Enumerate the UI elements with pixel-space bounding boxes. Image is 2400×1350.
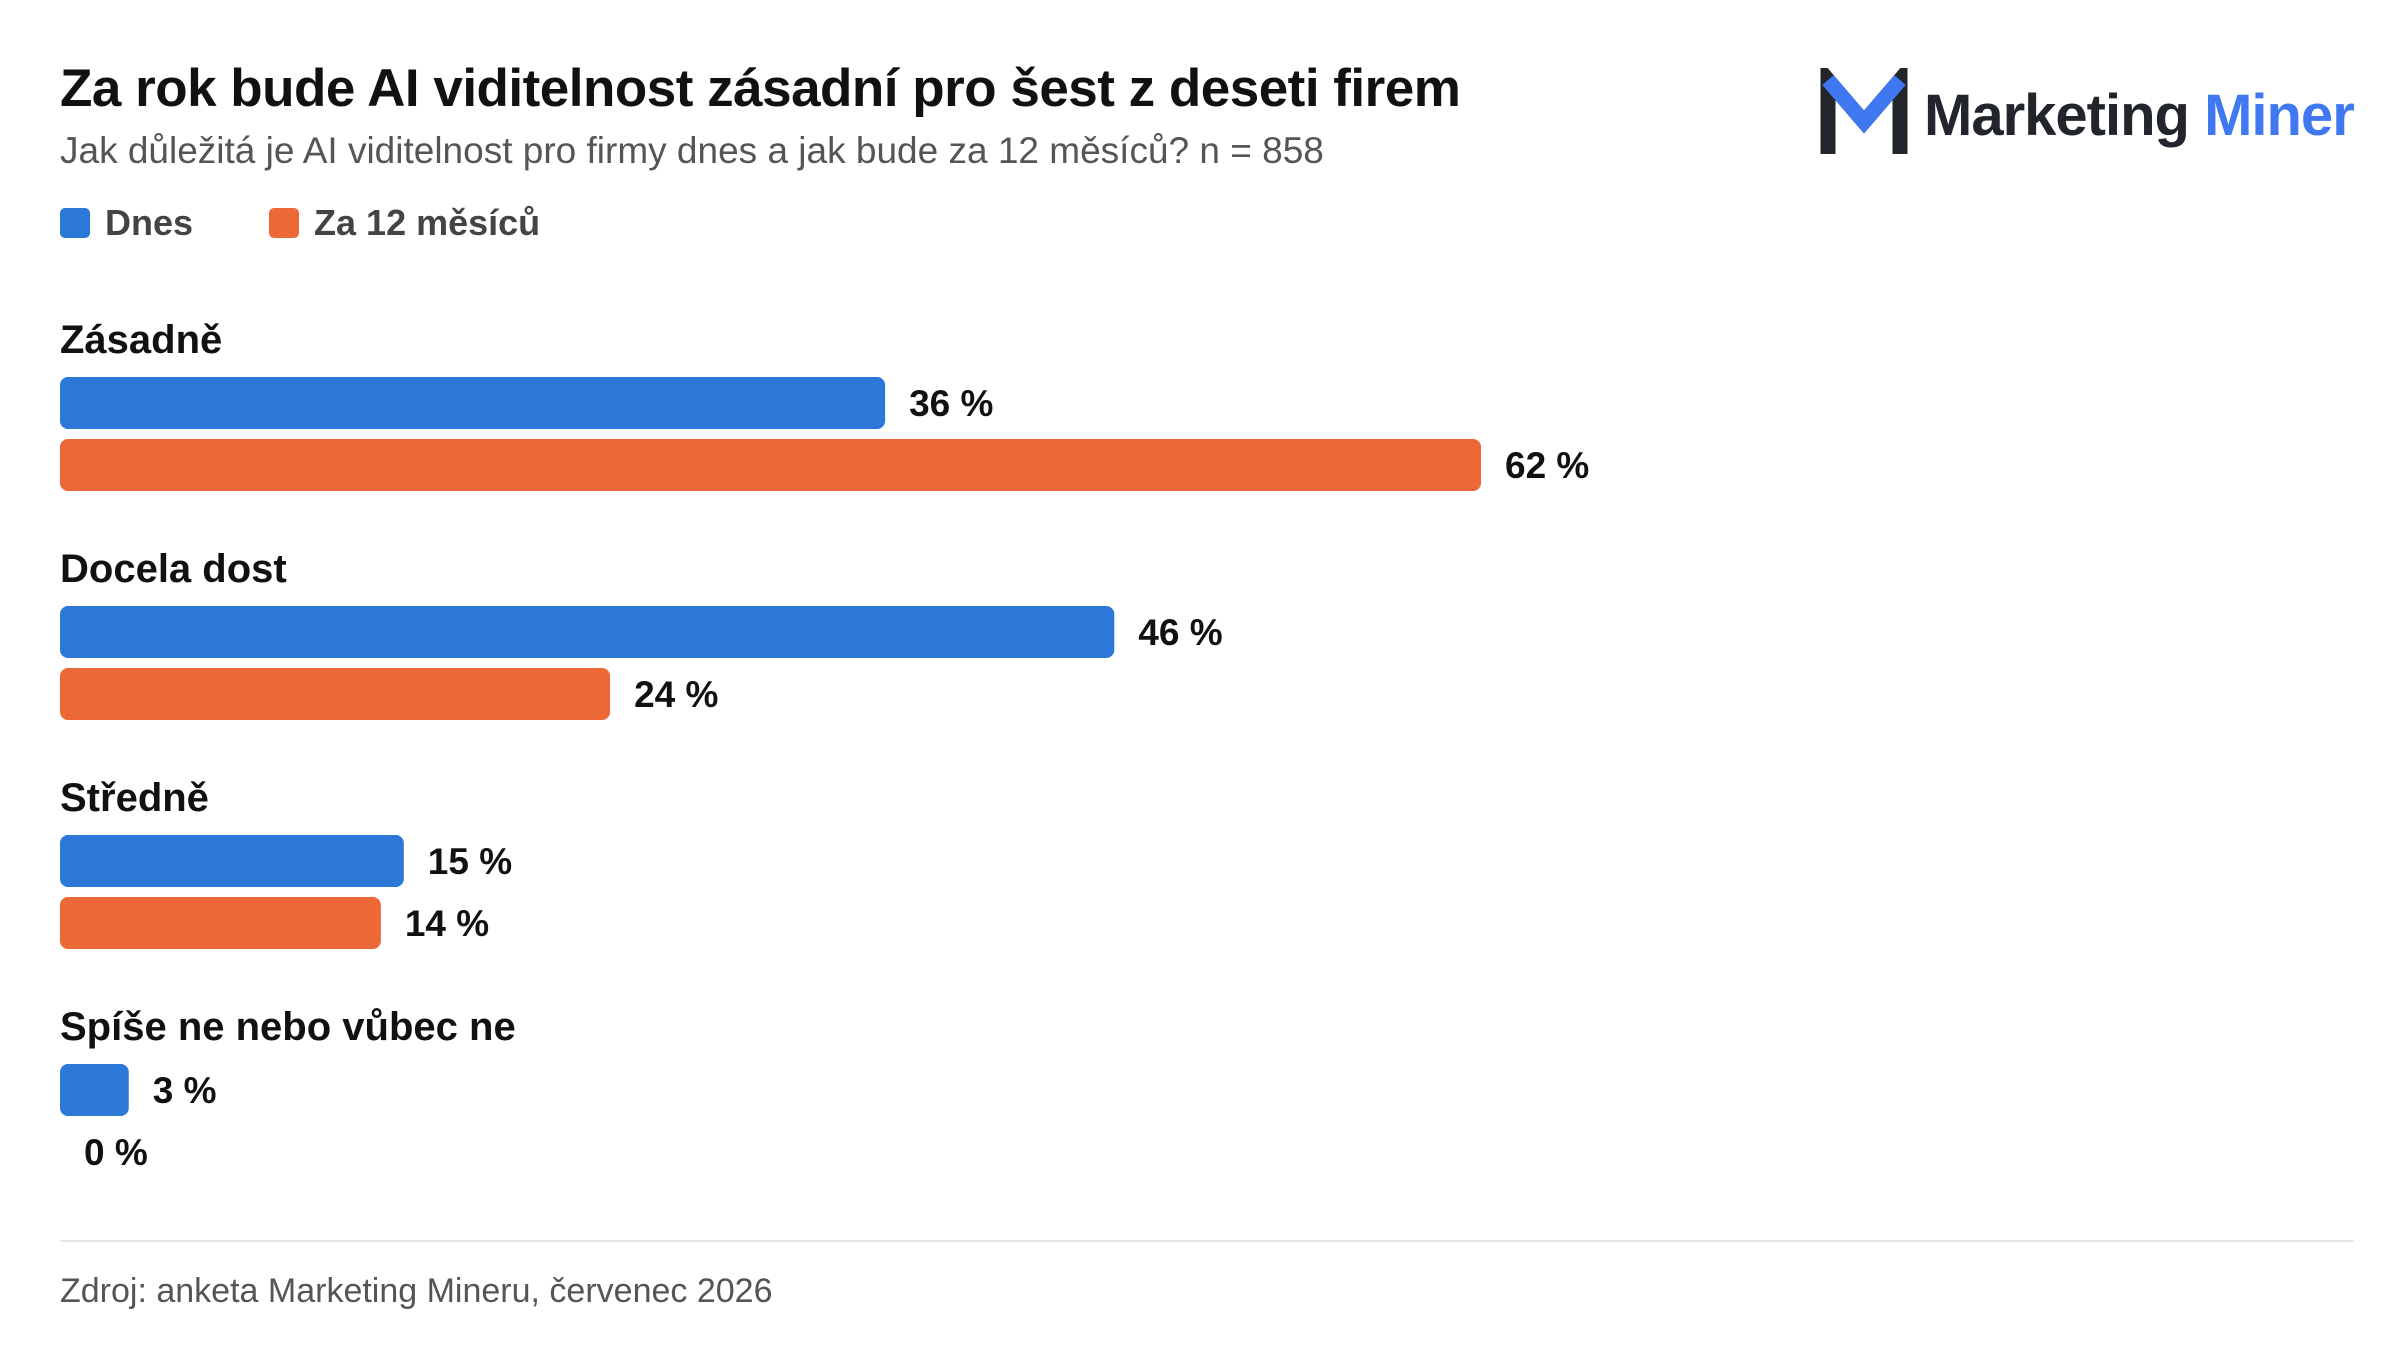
chart-legend: Dnes Za 12 měsíců <box>60 198 616 248</box>
category-label-stredne: Středně <box>60 776 209 820</box>
bar-za-12-mesicu-docela-dost <box>60 668 611 720</box>
chart-title: Za rok bude AI viditelnost zásadní pro š… <box>60 59 1461 118</box>
brand-name: Marketing Miner <box>1924 82 2355 149</box>
m-logo-icon <box>1820 68 1908 154</box>
category-label-zasadne: Zásadně <box>60 318 222 362</box>
value-label-za-12-mesicu-docela-dost: 24 % <box>634 674 718 715</box>
brand-logo: Marketing Miner <box>1818 68 2355 162</box>
value-label-dnes-zasadne: 36 % <box>909 383 993 424</box>
value-label-dnes-spise-ne-nebo-vubec-ne: 3 % <box>153 1070 217 1111</box>
category-label-spise-ne-nebo-vubec-ne: Spíše ne nebo vůbec ne <box>60 1005 516 1049</box>
value-label-za-12-mesicu-zasadne: 62 % <box>1505 445 1589 486</box>
legend-label-za-12-mesicu: Za 12 měsíců <box>314 202 541 243</box>
value-label-za-12-mesicu-stredne: 14 % <box>405 903 489 944</box>
footer-divider <box>60 1240 2354 1242</box>
value-label-dnes-docela-dost: 46 % <box>1138 612 1222 653</box>
source-note: Zdroj: anketa Marketing Mineru, červenec… <box>60 1272 773 1310</box>
bar-dnes-zasadne <box>60 377 886 429</box>
bar-za-12-mesicu-stredne <box>60 897 381 949</box>
brand-name-part2: Miner <box>2204 82 2355 148</box>
brand-name-part1: Marketing <box>1924 82 2190 148</box>
bar-dnes-docela-dost <box>60 606 1115 658</box>
value-label-dnes-stredne: 15 % <box>428 841 512 882</box>
legend-swatch-dnes <box>60 208 90 238</box>
legend-label-dnes: Dnes <box>105 202 194 243</box>
bar-dnes-spise-ne-nebo-vubec-ne <box>60 1064 129 1116</box>
legend-swatch-za-12-mesicu <box>269 208 300 238</box>
legend-item-za-12-mesicu: Za 12 měsíců <box>269 202 540 244</box>
bar-za-12-mesicu-zasadne <box>60 439 1481 491</box>
legend-item-dnes: Dnes <box>60 202 193 244</box>
bar-dnes-stredne <box>60 835 404 887</box>
chart-subtitle: Jak důležitá je AI viditelnost pro firmy… <box>60 130 1324 171</box>
category-label-docela-dost: Docela dost <box>60 547 287 591</box>
value-label-za-12-mesicu-spise-ne-nebo-vubec-ne: 0 % <box>84 1132 148 1173</box>
